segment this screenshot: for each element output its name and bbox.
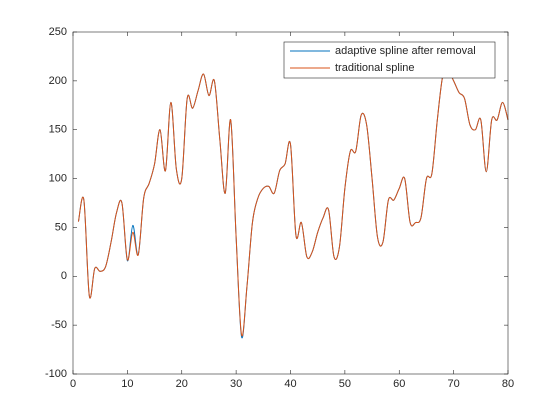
x-tick-label: 60 (393, 378, 405, 390)
legend-box (283, 41, 496, 79)
y-tick-label: -100 (45, 368, 67, 380)
y-tick-label: 250 (49, 26, 67, 38)
x-tick-label: 10 (121, 378, 133, 390)
x-tick-label: 40 (284, 378, 296, 390)
x-tick-label: 20 (176, 378, 188, 390)
x-tick-label: 80 (502, 378, 514, 390)
x-tick-label: 70 (448, 378, 460, 390)
axes-box (72, 31, 509, 375)
y-tick-label: 150 (49, 124, 67, 136)
series-line (77, 69, 509, 337)
legend-label: traditional spline (335, 62, 415, 74)
y-tick-label: 200 (49, 75, 67, 87)
plot-area (73, 32, 508, 374)
y-tick-label: 100 (49, 172, 67, 184)
y-tick-label: 0 (61, 270, 67, 282)
y-tick-label: -50 (51, 319, 67, 331)
x-tick-label: 50 (339, 378, 351, 390)
x-tick-label: 30 (230, 378, 242, 390)
x-tick-label: 0 (70, 378, 76, 390)
legend-label: adaptive spline after removal (335, 45, 476, 57)
y-tick-label: 50 (55, 221, 67, 233)
